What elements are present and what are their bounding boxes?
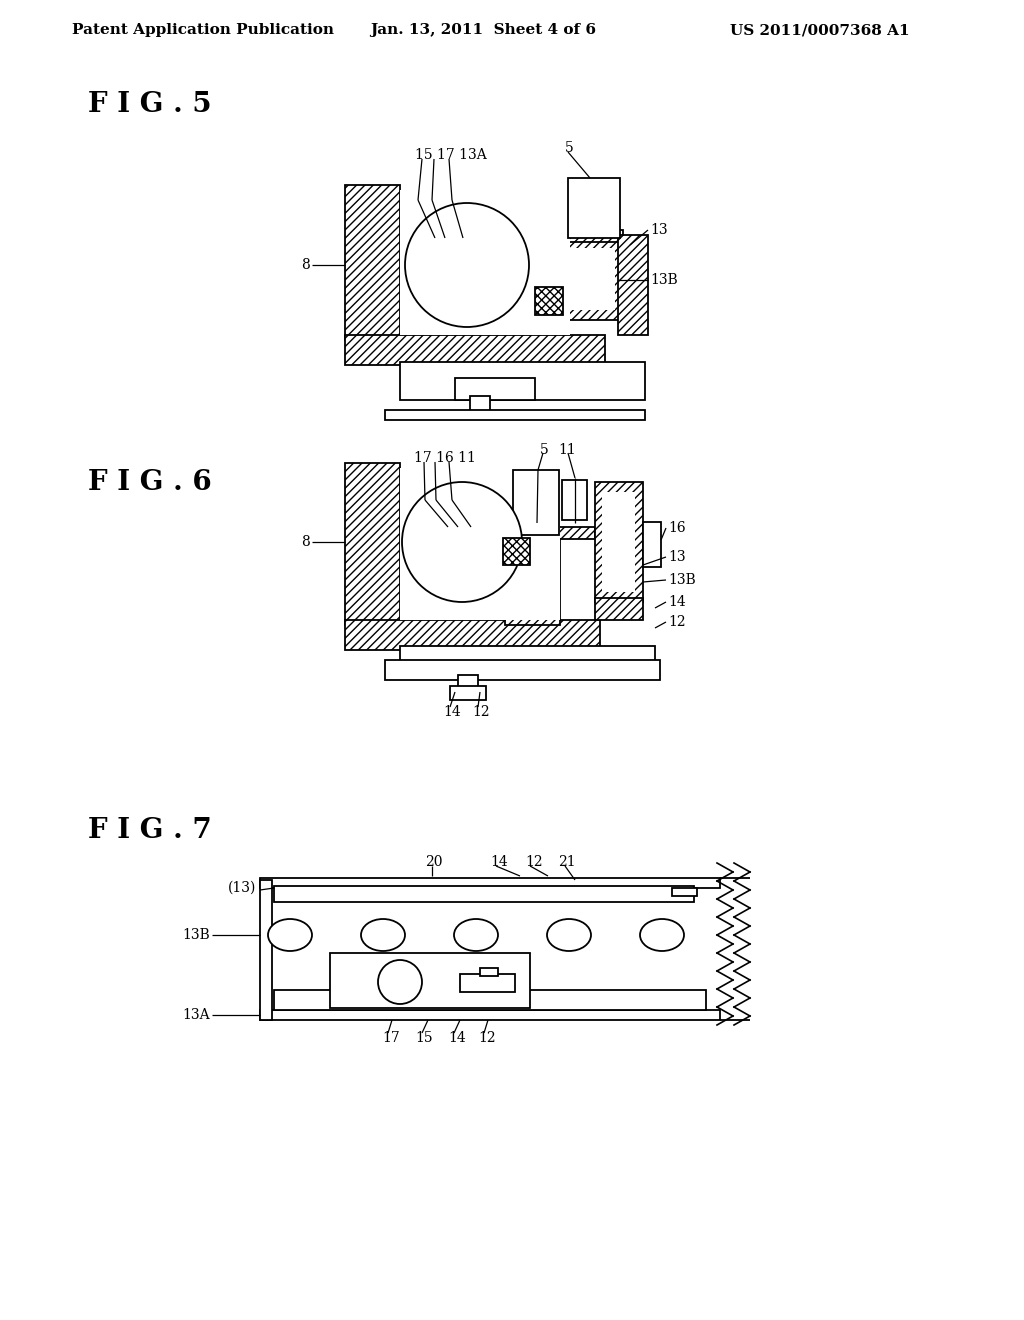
Bar <box>400 469 560 620</box>
Ellipse shape <box>454 919 498 950</box>
Bar <box>260 878 720 888</box>
Text: 12: 12 <box>472 705 489 719</box>
Text: 12: 12 <box>668 615 686 630</box>
Ellipse shape <box>547 919 591 950</box>
Bar <box>672 888 697 896</box>
Bar <box>345 185 400 341</box>
Text: 14: 14 <box>668 595 686 609</box>
Bar <box>330 953 530 1008</box>
Bar <box>274 886 694 902</box>
Text: 16: 16 <box>668 521 686 535</box>
Text: Patent Application Publication: Patent Application Publication <box>72 22 334 37</box>
Circle shape <box>402 482 522 602</box>
Bar <box>535 286 563 315</box>
Text: 13A: 13A <box>182 1008 210 1022</box>
Text: F I G . 5: F I G . 5 <box>88 91 212 119</box>
Ellipse shape <box>361 919 406 950</box>
Text: 14: 14 <box>490 855 508 869</box>
Text: 13B: 13B <box>182 928 210 942</box>
Text: F I G . 7: F I G . 7 <box>88 817 212 843</box>
Bar <box>503 539 530 565</box>
Text: 14: 14 <box>443 705 461 719</box>
Bar <box>643 521 662 568</box>
Bar <box>460 974 515 993</box>
Text: Jan. 13, 2011  Sheet 4 of 6: Jan. 13, 2011 Sheet 4 of 6 <box>370 22 596 37</box>
Ellipse shape <box>268 919 312 950</box>
Ellipse shape <box>640 919 684 950</box>
Text: 20: 20 <box>425 855 442 869</box>
Bar <box>562 480 587 520</box>
Text: 12: 12 <box>525 855 543 869</box>
Bar <box>618 235 648 335</box>
Bar <box>602 492 635 591</box>
Bar <box>470 396 490 414</box>
Text: 13: 13 <box>668 550 686 564</box>
Bar <box>345 463 400 624</box>
Text: 13: 13 <box>650 223 668 238</box>
Bar <box>450 686 486 700</box>
Bar <box>570 248 615 310</box>
Text: 15 17 13A: 15 17 13A <box>415 148 486 162</box>
Text: 11: 11 <box>558 444 575 457</box>
Text: 5: 5 <box>540 444 549 457</box>
Bar <box>274 990 706 1010</box>
Bar <box>455 378 535 400</box>
Bar <box>385 411 645 420</box>
Bar <box>260 880 272 1020</box>
Bar <box>555 230 623 242</box>
Text: 8: 8 <box>301 535 310 549</box>
Text: 5: 5 <box>565 141 573 154</box>
Bar <box>385 660 660 680</box>
Text: 14: 14 <box>449 1031 466 1045</box>
Bar <box>260 1010 720 1020</box>
Text: 15: 15 <box>415 1031 432 1045</box>
Text: 12: 12 <box>478 1031 496 1045</box>
Text: (13): (13) <box>228 880 256 895</box>
Text: 21: 21 <box>558 855 575 869</box>
Bar <box>345 620 600 649</box>
Text: 17: 17 <box>382 1031 399 1045</box>
Bar <box>400 190 570 335</box>
Bar <box>595 598 643 620</box>
Bar <box>400 645 655 664</box>
Bar <box>400 362 645 400</box>
Circle shape <box>378 960 422 1005</box>
Text: 13B: 13B <box>650 273 678 286</box>
Bar <box>458 675 478 690</box>
Bar <box>595 482 643 602</box>
Bar <box>505 527 595 539</box>
Text: 13B: 13B <box>668 573 695 587</box>
Bar <box>480 968 498 975</box>
Bar <box>345 335 605 366</box>
Bar <box>505 535 560 624</box>
Text: F I G . 6: F I G . 6 <box>88 469 212 495</box>
Text: 17 16 11: 17 16 11 <box>414 451 476 465</box>
Text: US 2011/0007368 A1: US 2011/0007368 A1 <box>730 22 909 37</box>
Bar <box>568 178 620 238</box>
Bar <box>510 540 555 620</box>
Bar <box>560 238 625 319</box>
Bar <box>513 470 559 535</box>
Text: 8: 8 <box>301 257 310 272</box>
Circle shape <box>406 203 529 327</box>
